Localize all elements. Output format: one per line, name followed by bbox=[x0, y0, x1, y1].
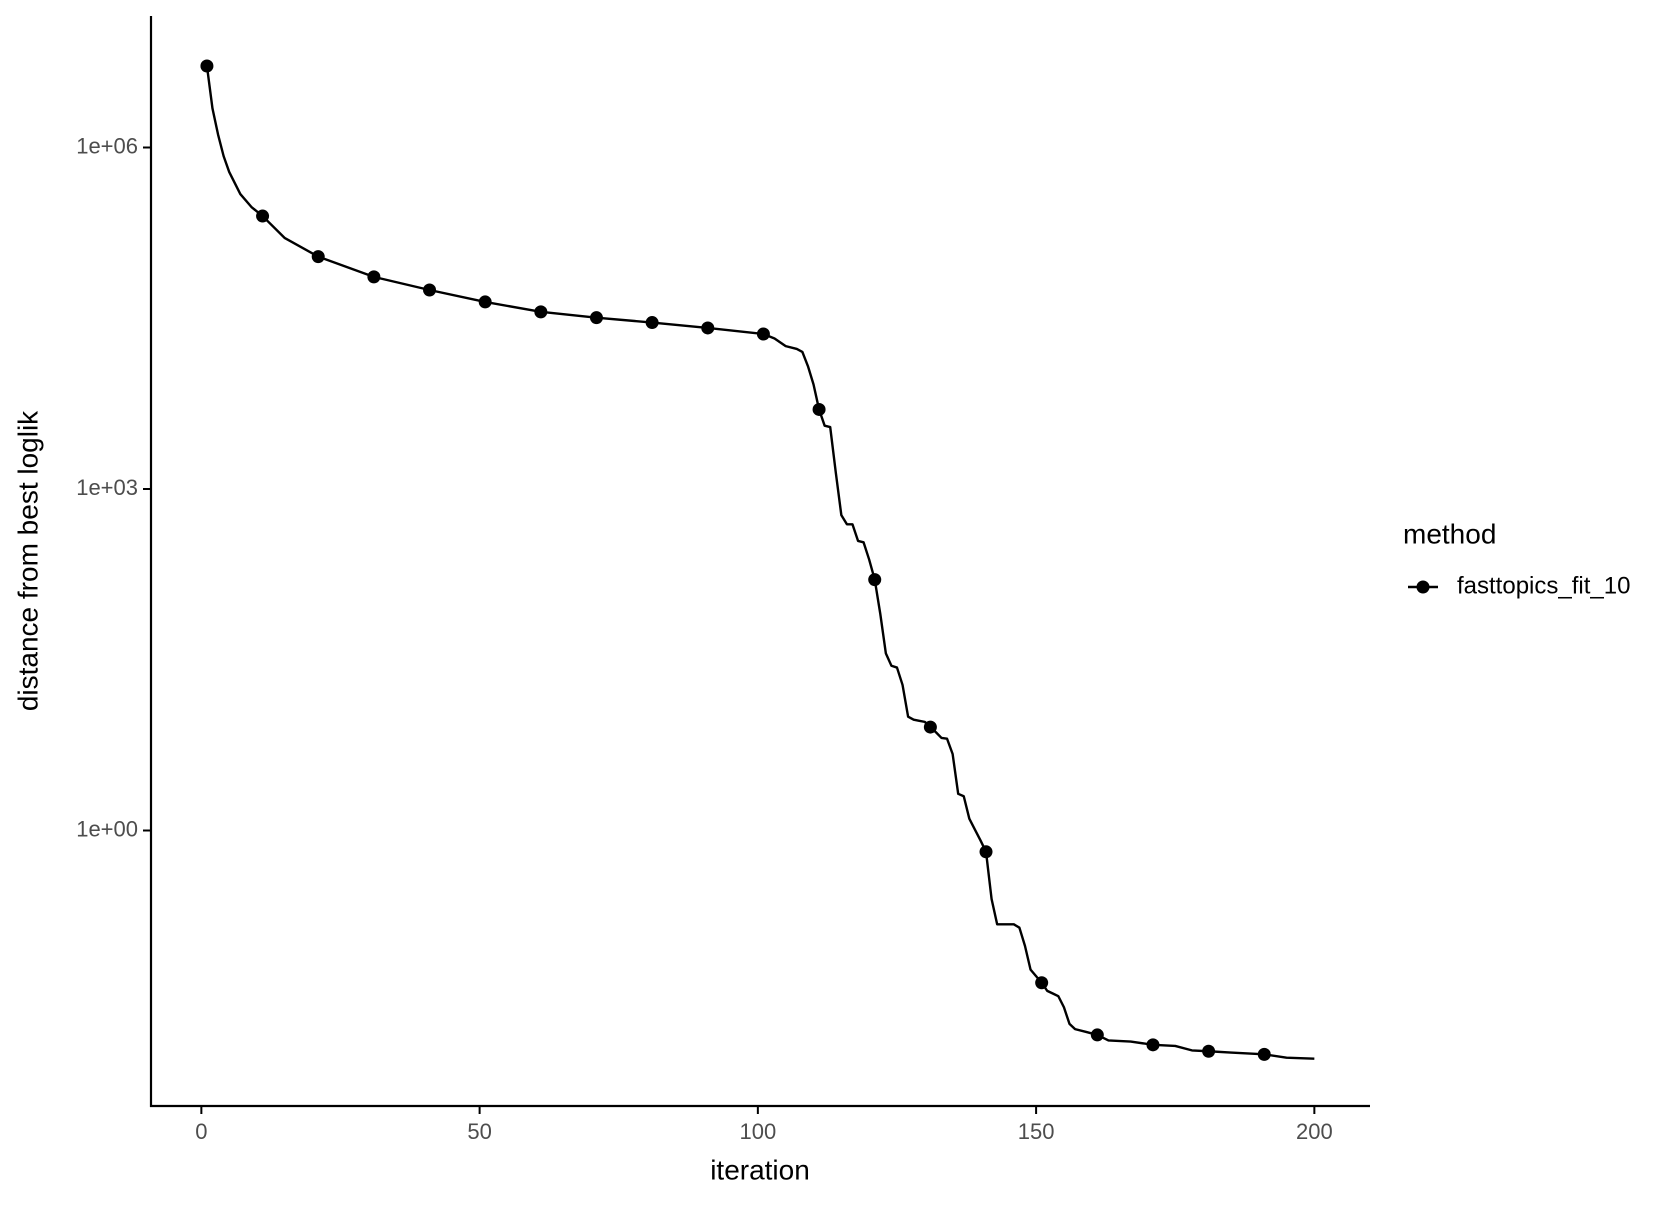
data-point bbox=[367, 270, 381, 284]
data-point bbox=[979, 845, 993, 859]
data-line bbox=[205, 65, 1315, 1060]
data-point bbox=[256, 209, 270, 223]
data-point bbox=[1257, 1047, 1271, 1061]
legend-title: method bbox=[1403, 518, 1496, 549]
legend-key-point bbox=[1416, 580, 1430, 594]
data-point bbox=[645, 316, 659, 330]
x-tick-label: 0 bbox=[195, 1119, 207, 1144]
data-point bbox=[200, 59, 214, 73]
data-point bbox=[423, 283, 437, 297]
y-tick-label: 1e+06 bbox=[76, 133, 138, 158]
data-point bbox=[756, 327, 770, 341]
y-tick-label: 1e+03 bbox=[76, 475, 138, 500]
x-tick-label: 50 bbox=[467, 1119, 491, 1144]
data-point bbox=[1090, 1028, 1104, 1042]
legend-label: fasttopics_fit_10 bbox=[1457, 572, 1630, 599]
data-point bbox=[589, 311, 603, 325]
data-point bbox=[311, 250, 325, 264]
data-point bbox=[923, 720, 937, 734]
x-tick-label: 100 bbox=[739, 1119, 776, 1144]
x-tick-label: 200 bbox=[1296, 1119, 1333, 1144]
data-point bbox=[1202, 1044, 1216, 1058]
data-point bbox=[1035, 976, 1049, 990]
data-point bbox=[1146, 1038, 1160, 1052]
y-tick-label: 1e+00 bbox=[76, 816, 138, 841]
data-point bbox=[701, 321, 715, 335]
data-point bbox=[868, 573, 882, 587]
data-point bbox=[534, 305, 548, 319]
x-axis-title: iteration bbox=[710, 1154, 810, 1185]
x-tick-label: 150 bbox=[1018, 1119, 1055, 1144]
data-point bbox=[478, 295, 492, 309]
data-point bbox=[812, 402, 826, 416]
y-axis-title: distance from best loglik bbox=[12, 410, 43, 711]
